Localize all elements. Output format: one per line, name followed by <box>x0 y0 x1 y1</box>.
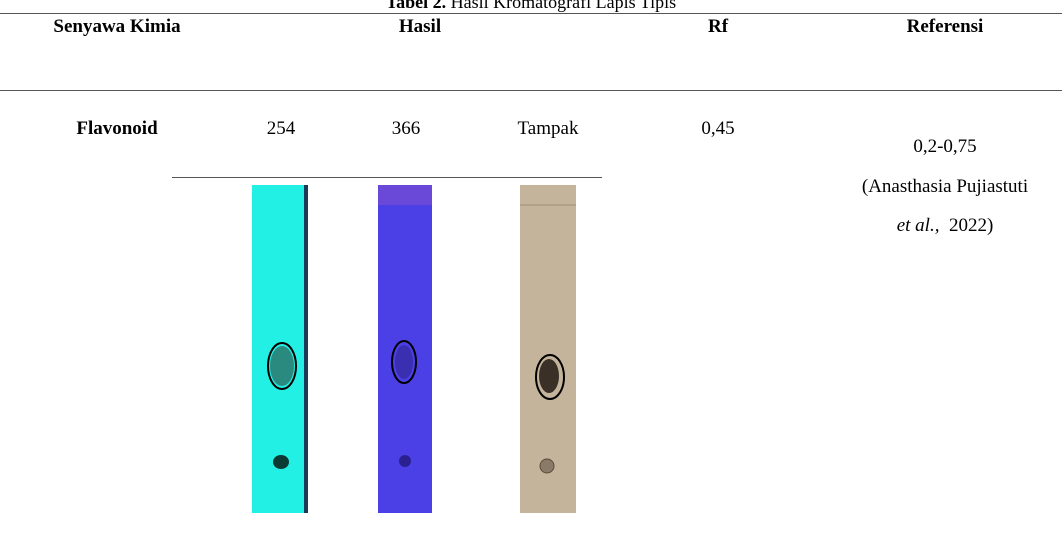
spot <box>395 345 413 379</box>
spot <box>273 455 289 469</box>
spot <box>539 359 559 393</box>
tlc-plates <box>0 0 1062 551</box>
plate-edge <box>304 185 308 513</box>
document-table: Tabel 2. Hasil Kromatografi Lapis Tipis … <box>0 0 1062 551</box>
spot <box>399 455 411 467</box>
plate-top <box>378 185 432 205</box>
spot <box>270 346 294 386</box>
spot <box>540 459 554 473</box>
